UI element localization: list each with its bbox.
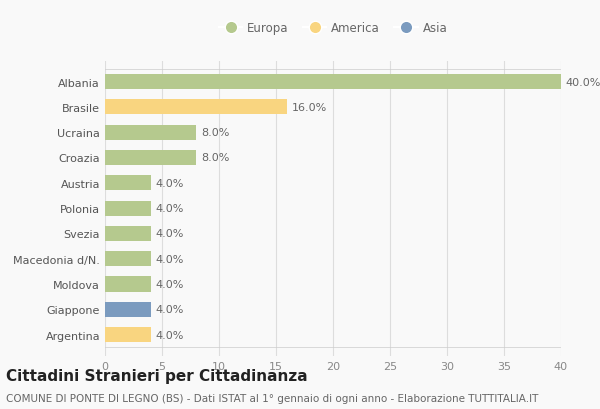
Bar	[105, 125, 196, 140]
Text: 4.0%: 4.0%	[155, 330, 184, 340]
Bar	[105, 151, 196, 166]
Text: Cittadini Stranieri per Cittadinanza: Cittadini Stranieri per Cittadinanza	[6, 368, 308, 383]
Bar	[105, 75, 561, 90]
Text: 4.0%: 4.0%	[155, 204, 184, 213]
Bar	[105, 201, 151, 216]
Text: 16.0%: 16.0%	[292, 103, 327, 112]
Bar	[105, 176, 151, 191]
Text: 4.0%: 4.0%	[155, 279, 184, 289]
Bar	[105, 277, 151, 292]
Bar	[105, 327, 151, 342]
Text: 4.0%: 4.0%	[155, 254, 184, 264]
Text: 4.0%: 4.0%	[155, 229, 184, 239]
Text: 4.0%: 4.0%	[155, 178, 184, 188]
Text: 40.0%: 40.0%	[566, 77, 600, 87]
Bar	[105, 302, 151, 317]
Text: 4.0%: 4.0%	[155, 305, 184, 315]
Text: 8.0%: 8.0%	[201, 153, 229, 163]
Text: COMUNE DI PONTE DI LEGNO (BS) - Dati ISTAT al 1° gennaio di ogni anno - Elaboraz: COMUNE DI PONTE DI LEGNO (BS) - Dati IST…	[6, 393, 538, 402]
Bar	[105, 252, 151, 267]
Text: 8.0%: 8.0%	[201, 128, 229, 138]
Legend: Europa, America, Asia: Europa, America, Asia	[214, 17, 452, 40]
Bar	[105, 100, 287, 115]
Bar	[105, 226, 151, 241]
